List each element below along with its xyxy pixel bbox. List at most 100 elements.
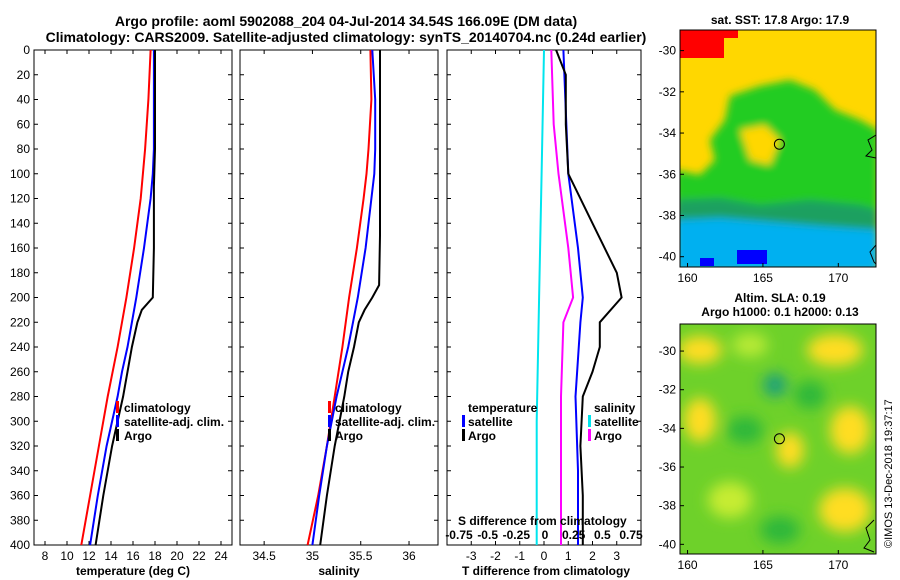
legend-argo: Argo <box>124 429 152 443</box>
s-tick-label: -0.75 <box>445 528 473 542</box>
depth-tick-label: 340 <box>10 464 30 478</box>
title-line-1: Argo profile: aoml 5902088_204 04-Jul-20… <box>115 13 577 29</box>
legend-temp-argo: Argo <box>468 429 496 443</box>
map-x-tick-label: 160 <box>678 271 698 285</box>
sst-coastline <box>864 134 876 159</box>
sla-low-blob <box>794 381 826 409</box>
map-y-tick-label: -34 <box>659 421 677 435</box>
sla-map-title-1: Altim. SLA: 0.19 <box>734 291 826 305</box>
difference-plot-frame <box>446 49 642 546</box>
x-tick-label: 36 <box>402 549 416 563</box>
map-y-tick-label: -30 <box>659 44 677 58</box>
sla-map-frame <box>679 323 877 555</box>
depth-tick-label: 400 <box>10 538 30 552</box>
depth-tick-label: 140 <box>10 216 30 230</box>
series-line-temperature-argo <box>555 49 623 545</box>
s-tick-label: -0.25 <box>503 528 531 542</box>
depth-tick-label: 180 <box>10 266 30 280</box>
legend-temperature: temperature <box>468 401 538 415</box>
s-tick-label: 0.5 <box>594 528 611 542</box>
sla-mid-blob <box>732 333 768 357</box>
x-tick-label: 24 <box>214 549 228 563</box>
s-tick-label: -0.5 <box>477 528 498 542</box>
series-line-temperature-satellite <box>562 49 584 545</box>
x-tick-label: 35.5 <box>349 549 373 563</box>
s-difference-label: S difference from climatology <box>458 514 627 528</box>
x-tick-label: 20 <box>170 549 184 563</box>
series-line-argo <box>319 50 381 546</box>
salinity-legend: climatology satellite-adj. clim. Argo <box>328 401 435 443</box>
depth-tick-label: 100 <box>10 167 30 181</box>
map-y-tick-label: -32 <box>659 85 677 99</box>
map-x-tick-label: 160 <box>678 558 698 572</box>
depth-tick-label: 60 <box>17 117 31 131</box>
depth-tick-label: 80 <box>17 142 31 156</box>
map-y-tick-label: -40 <box>659 537 677 551</box>
x-tick-label: 8 <box>42 549 49 563</box>
depth-tick-label: 240 <box>10 340 30 354</box>
series-line-salinity-argo <box>550 49 575 545</box>
temperature-depth-ticks: 0 20 40 60 80 100 120 140 160 180 200 220 240 260 280 3… <box>10 43 232 552</box>
difference-legend-right: salinity satellite Argo <box>588 401 639 443</box>
legend-climatology: climatology <box>124 401 191 415</box>
sst-map-title: sat. SST: 17.8 Argo: 17.9 <box>711 13 850 27</box>
depth-tick-label: 40 <box>17 93 31 107</box>
x-tick-label: 14 <box>104 549 118 563</box>
s-difference-ticks: -0.75 -0.5 -0.25 0 0.25 0.5 0.75 <box>445 528 643 542</box>
map-y-tick-label: -30 <box>659 344 677 358</box>
s-tick-label: 0.25 <box>562 528 586 542</box>
map-y-tick-label: -40 <box>659 250 677 264</box>
depth-tick-label: 260 <box>10 365 30 379</box>
legend-climatology: climatology <box>335 401 402 415</box>
imos-watermark: ©IMOS 13-Dec-2018 19:37:17 <box>883 399 895 548</box>
depth-tick-label: 200 <box>10 291 30 305</box>
depth-tick-label: 0 <box>23 43 30 57</box>
sla-low-blob <box>760 516 800 544</box>
sst-field <box>680 30 876 267</box>
sst-map-ticks: 160 165 170 -30 -32 -34 -36 -38 -40 <box>659 44 849 285</box>
legend-swatch-climatology <box>116 401 119 413</box>
salinity-plot-frame <box>239 49 439 546</box>
sla-high-blob <box>680 336 722 364</box>
temperature-x-ticks: 8 10 12 14 16 18 20 22 24 <box>42 50 228 563</box>
depth-tick-label: 320 <box>10 439 30 453</box>
series-line-salinity-satellite <box>535 49 545 545</box>
legend-argo: Argo <box>335 429 363 443</box>
x-tick-label: 18 <box>148 549 162 563</box>
depth-tick-label: 220 <box>10 315 30 329</box>
x-tick-label: 16 <box>126 549 140 563</box>
salinity-x-ticks: 34.5 35 35.5 36 <box>252 50 416 563</box>
s-tick-label: 0 <box>542 528 549 542</box>
x-tick-label: -2 <box>490 549 501 563</box>
salinity-panel: 34.5 35 35.5 36 salinity climatology satell… <box>239 49 439 578</box>
sla-map: Altim. SLA: 0.19 Argo h1000: 0.1 h2000: … <box>659 291 877 572</box>
sla-low-blob <box>727 416 763 444</box>
legend-swatch-climatology <box>328 401 331 413</box>
x-tick-label: 35 <box>306 549 320 563</box>
x-tick-label: 3 <box>613 549 620 563</box>
x-tick-label: 1 <box>565 549 572 563</box>
sla-mid-blob <box>708 482 752 518</box>
sla-float-marker <box>773 433 785 445</box>
temperature-axis-label: temperature (deg C) <box>76 564 190 578</box>
sla-high-blob <box>819 488 871 532</box>
sla-high-blob <box>684 398 716 442</box>
x-tick-label: 2 <box>589 549 596 563</box>
sla-high-blob <box>776 432 804 468</box>
map-y-tick-label: -32 <box>659 383 677 397</box>
sst-warm-eddy <box>740 125 780 165</box>
sla-map-ticks: 160 165 170 -30 -32 -34 -36 -38 -40 <box>659 344 849 572</box>
legend-swatch-satellite-adj <box>328 415 331 427</box>
difference-axis-label: T difference from climatology <box>462 564 630 578</box>
sst-float-marker <box>773 138 785 150</box>
sla-map-title-2: Argo h1000: 0.1 h2000: 0.13 <box>701 305 859 319</box>
sla-high-blob <box>807 334 863 366</box>
legend-salinity: salinity <box>594 401 636 415</box>
map-y-tick-label: -38 <box>659 499 677 513</box>
depth-tick-label: 300 <box>10 414 30 428</box>
x-tick-label: 22 <box>192 549 206 563</box>
difference-lines <box>535 49 623 545</box>
temperature-panel: 0 20 40 60 80 100 120 140 160 180 200 220 240 260 280 3… <box>10 43 233 578</box>
x-tick-label: 34.5 <box>252 549 276 563</box>
legend-swatch-argo <box>116 429 119 441</box>
